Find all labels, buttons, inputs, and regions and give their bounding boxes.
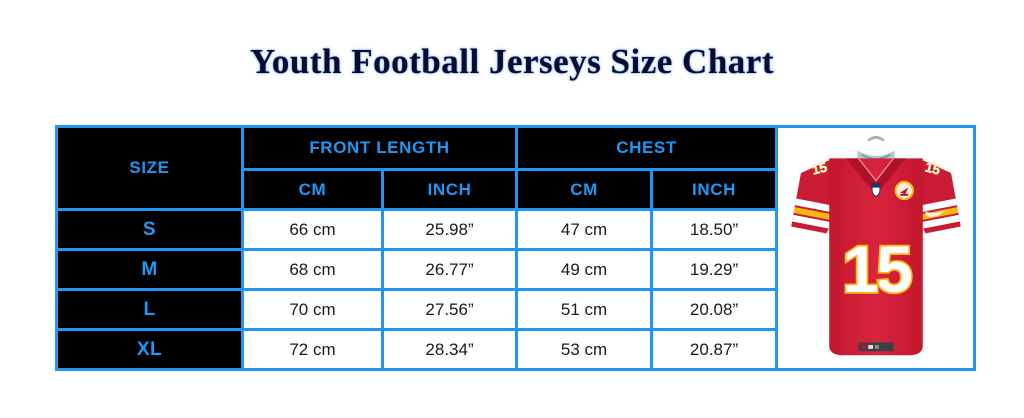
- chest-inch-value: 19.29”: [650, 248, 779, 291]
- size-label: S: [55, 208, 244, 251]
- jersey-photo-cell: 15 15 15: [775, 125, 977, 371]
- nike-swoosh-icon: [925, 209, 945, 218]
- front-length-cm-value: 68 cm: [241, 248, 384, 291]
- table-row: L 70 cm 27.56” 51 cm 20.08”: [55, 288, 975, 331]
- subheader-chest-inch: INCH: [650, 168, 779, 211]
- front-length-cm-value: 66 cm: [241, 208, 384, 251]
- jock-tag: [857, 342, 894, 352]
- chest-inch-value: 20.87”: [650, 328, 779, 371]
- collar-piping: [857, 157, 894, 182]
- chest-cm-value: 53 cm: [515, 328, 654, 371]
- table-row: S 66 cm 25.98” 47 cm 18.50”: [55, 208, 975, 251]
- subheader-front-inch: INCH: [380, 168, 519, 211]
- subheader-front-cm: CM: [241, 168, 384, 211]
- front-length-cm-value: 72 cm: [241, 328, 384, 371]
- page-title: Youth Football Jerseys Size Chart: [250, 42, 774, 81]
- hanger-loop: [866, 135, 885, 142]
- jersey-image: 15 15 15: [778, 133, 973, 363]
- nfl-shield-icon: [871, 183, 880, 197]
- front-length-inch-value: 26.77”: [380, 248, 519, 291]
- front-length-inch-value: 25.98”: [380, 208, 519, 251]
- size-label: L: [55, 288, 244, 331]
- column-header-front-length: FRONT LENGTH: [240, 125, 519, 171]
- v-neck-collar: [845, 158, 906, 196]
- subheader-chest-cm: CM: [515, 168, 654, 211]
- chest-inch-value: 18.50”: [650, 208, 779, 251]
- front-length-cm-value: 70 cm: [241, 288, 384, 331]
- shoulder-number-left: 15: [810, 159, 829, 177]
- size-chart-table: SIZE FRONT LENGTH CHEST: [55, 125, 977, 371]
- chest-cm-value: 47 cm: [515, 208, 654, 251]
- chest-cm-value: 51 cm: [515, 288, 654, 331]
- shoulder-number-right: 15: [923, 159, 942, 177]
- column-header-chest: CHEST: [515, 125, 779, 171]
- table-row: XL 72 cm 28.34” 53 cm 20.87”: [55, 328, 975, 371]
- chest-number: 15: [842, 233, 912, 307]
- front-length-inch-value: 27.56”: [380, 288, 519, 331]
- table-row: M 68 cm 26.77” 49 cm 19.29”: [55, 248, 975, 291]
- front-length-inch-value: 28.34”: [380, 328, 519, 371]
- chest-inch-value: 20.08”: [650, 288, 779, 331]
- size-label: M: [55, 248, 244, 291]
- column-header-size: SIZE: [55, 125, 244, 211]
- jersey-torso: [828, 158, 923, 356]
- chest-cm-value: 49 cm: [515, 248, 654, 291]
- size-label: XL: [55, 328, 244, 371]
- chiefs-patch-icon: [893, 179, 915, 202]
- jersey-graphic: 15 15 15: [790, 135, 961, 356]
